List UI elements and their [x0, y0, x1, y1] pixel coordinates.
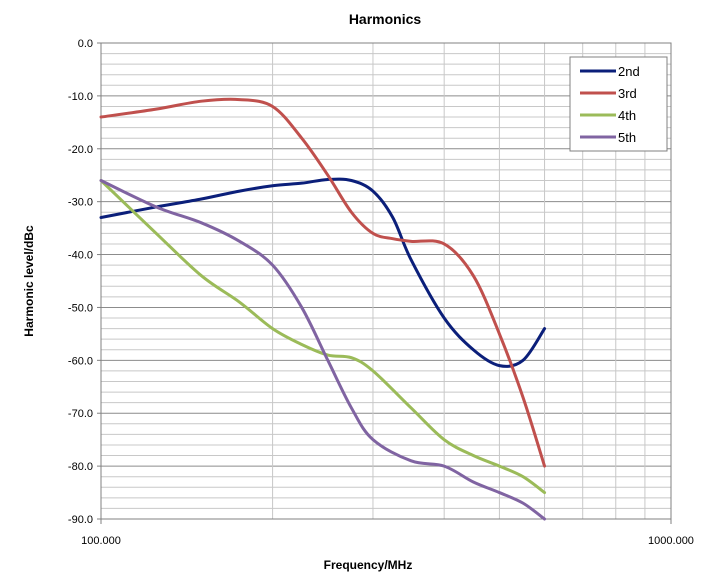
- y-tick-label: -60.0: [68, 355, 93, 367]
- legend-label: 3rd: [618, 86, 637, 101]
- legend-box: [569, 56, 668, 152]
- series-line-2nd: [99, 177, 547, 368]
- legend-label: 4th: [618, 108, 636, 123]
- y-tick-label: -20.0: [68, 144, 93, 156]
- legend-label: 2nd: [618, 64, 640, 79]
- y-axis-title: Harmonic level/dBc: [22, 225, 36, 337]
- y-tick-label: 0.0: [78, 38, 93, 50]
- x-tick-label: 100.000: [81, 535, 121, 547]
- y-tick-label: -10.0: [68, 91, 93, 103]
- y-tick-label: -80.0: [68, 461, 93, 473]
- y-tick-label: -90.0: [68, 514, 93, 526]
- y-tick-label: -40.0: [68, 250, 93, 262]
- x-tick-label: 1000.000: [648, 535, 694, 547]
- y-tick-label: -30.0: [68, 197, 93, 209]
- series-lines: [99, 97, 547, 521]
- series-line-4th: [99, 179, 547, 495]
- y-axis: 0.0 -10.0 -20.0 -30.0 -40.0 -50.0 -60.0 -70.0 -8…: [68, 38, 101, 526]
- y-tick-label: -50.0: [68, 302, 93, 314]
- plot-area: [100, 42, 672, 520]
- legend-label: 5th: [618, 130, 636, 145]
- grid: [101, 42, 671, 520]
- chart-title: Harmonics: [349, 11, 422, 27]
- series-line-5th: [99, 179, 547, 521]
- x-axis: 100.000 1000.000: [81, 519, 694, 547]
- legend: 2nd 3rd 4th 5th: [569, 56, 668, 152]
- x-axis-title: Frequency/MHz: [324, 558, 413, 572]
- y-tick-label: -70.0: [68, 408, 93, 420]
- series-line-3rd: [99, 97, 547, 468]
